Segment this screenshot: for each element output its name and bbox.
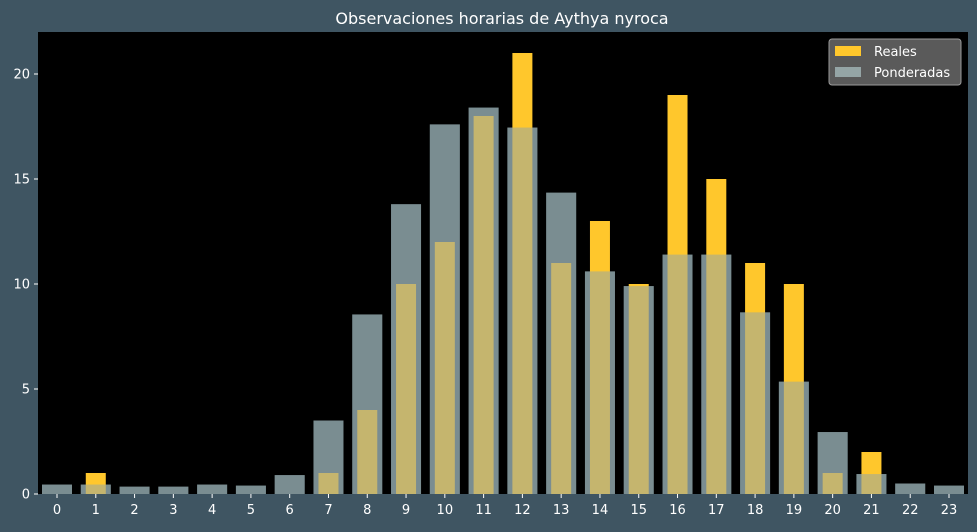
bar-ponderadas-15 <box>623 286 654 494</box>
bar-ponderadas-17 <box>701 254 732 494</box>
bar-ponderadas-20 <box>817 432 848 494</box>
x-axis: 0 1 2 3 4 5 6 7 8 9 10 11 12 13 14 15 16 17 18 19 20 21 22 23 <box>53 494 957 518</box>
legend-label-ponderadas: Ponderadas <box>874 66 950 81</box>
bar-ponderadas-13 <box>546 192 577 494</box>
x-tick-label-2: 2 <box>130 503 138 518</box>
x-tick-label-8: 8 <box>363 503 371 518</box>
x-tick-label-0: 0 <box>53 503 61 518</box>
x-tick-label-15: 15 <box>630 503 647 518</box>
y-axis: 0 5 10 15 20 <box>13 68 38 503</box>
x-tick-label-22: 22 <box>902 503 919 518</box>
y-tick-label-15: 15 <box>13 173 30 188</box>
bar-ponderadas-5 <box>235 485 266 494</box>
bar-ponderadas-3 <box>158 486 189 494</box>
x-tick-label-14: 14 <box>592 503 609 518</box>
bar-ponderadas-14 <box>584 271 615 494</box>
y-tick-label-20: 20 <box>13 68 30 83</box>
x-tick-label-1: 1 <box>92 503 100 518</box>
x-tick-label-23: 23 <box>941 503 958 518</box>
chart-title: Observaciones horarias de Aythya nyroca <box>335 9 668 28</box>
bar-ponderadas-12 <box>507 127 538 495</box>
ponderadas-bars <box>42 107 964 495</box>
x-tick-label-4: 4 <box>208 503 216 518</box>
x-tick-label-17: 17 <box>708 503 725 518</box>
x-tick-label-12: 12 <box>514 503 531 518</box>
x-tick-label-5: 5 <box>247 503 255 518</box>
x-tick-label-16: 16 <box>669 503 686 518</box>
y-tick-label-5: 5 <box>22 383 30 398</box>
legend-label-reales: Reales <box>874 45 917 60</box>
y-tick-label-0: 0 <box>22 488 30 503</box>
y-tick-label-10: 10 <box>13 278 30 293</box>
legend-swatch-reales <box>835 46 861 56</box>
bar-ponderadas-21 <box>856 474 887 494</box>
bar-ponderadas-22 <box>895 483 926 494</box>
bar-ponderadas-18 <box>740 312 771 494</box>
bar-ponderadas-11 <box>468 107 499 494</box>
bar-ponderadas-4 <box>197 484 228 494</box>
plot-area <box>38 32 968 494</box>
bar-ponderadas-10 <box>429 124 460 495</box>
x-tick-label-10: 10 <box>437 503 454 518</box>
bar-ponderadas-7 <box>313 420 344 494</box>
x-tick-label-18: 18 <box>747 503 764 518</box>
x-tick-label-21: 21 <box>863 503 880 518</box>
bar-ponderadas-16 <box>662 254 693 494</box>
x-tick-label-11: 11 <box>475 503 492 518</box>
x-tick-label-20: 20 <box>824 503 841 518</box>
bar-ponderadas-23 <box>934 485 964 494</box>
bar-ponderadas-6 <box>274 475 305 494</box>
x-tick-label-9: 9 <box>402 503 410 518</box>
x-tick-label-7: 7 <box>324 503 332 518</box>
x-tick-label-19: 19 <box>786 503 803 518</box>
bar-ponderadas-1 <box>80 484 111 494</box>
bar-ponderadas-2 <box>119 486 150 494</box>
bar-ponderadas-9 <box>391 204 422 494</box>
bar-ponderadas-19 <box>778 381 809 494</box>
legend-swatch-ponderadas <box>835 67 861 77</box>
bar-ponderadas-0 <box>42 484 72 494</box>
legend: Reales Ponderadas <box>828 38 962 86</box>
x-tick-label-6: 6 <box>286 503 294 518</box>
x-tick-label-13: 13 <box>553 503 570 518</box>
legend-box <box>828 38 962 86</box>
x-tick-label-3: 3 <box>169 503 177 518</box>
bar-ponderadas-8 <box>352 314 383 494</box>
